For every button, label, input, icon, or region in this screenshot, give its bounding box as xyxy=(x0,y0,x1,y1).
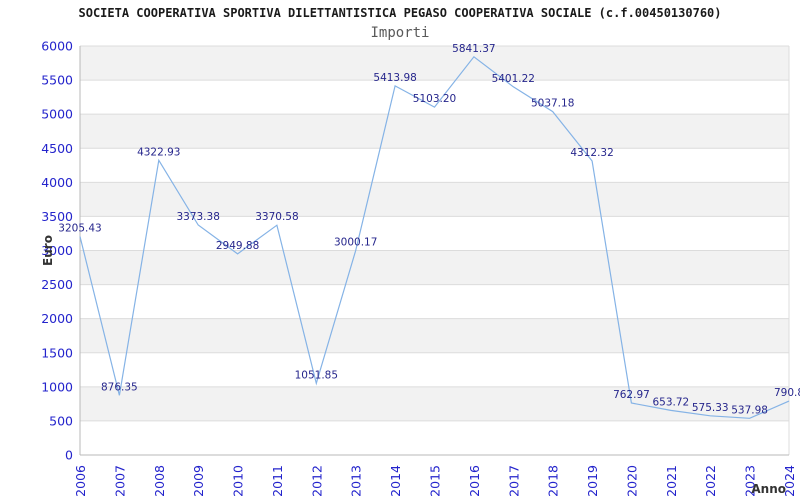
plot-band xyxy=(80,386,789,421)
x-axis-labels: 2006 2007 2008 2009 2010 2011 2012 2013 2014 2015… xyxy=(73,465,797,497)
data-point-label: 790.8 xyxy=(774,387,800,399)
y-tick-label: 0 xyxy=(65,448,73,463)
data-point-label: 3205.43 xyxy=(58,222,101,234)
plot-bands xyxy=(80,46,789,421)
data-point-label: 5413.98 xyxy=(373,72,416,84)
x-tick-label: 2019 xyxy=(585,465,600,497)
data-point-label: 537.98 xyxy=(731,404,768,416)
y-tick-label: 5000 xyxy=(41,107,73,122)
x-tick-label: 2013 xyxy=(349,465,364,497)
x-tick-label: 2020 xyxy=(624,465,639,497)
plot-band xyxy=(80,250,789,285)
y-tick-label: 1000 xyxy=(41,379,73,394)
x-tick-label: 2007 xyxy=(112,465,127,497)
plot-band xyxy=(80,114,789,149)
y-tick-label: 3500 xyxy=(41,209,73,224)
x-tick-label: 2021 xyxy=(664,465,679,497)
data-point-label: 762.97 xyxy=(613,389,650,401)
y-tick-label: 2500 xyxy=(41,277,73,292)
data-point-label: 575.33 xyxy=(692,402,729,414)
data-point-label: 1051.85 xyxy=(295,369,338,381)
y-tick-label: 4500 xyxy=(41,141,73,156)
data-point-label: 3370.58 xyxy=(255,211,298,223)
plot-band xyxy=(80,182,789,217)
y-axis-title: Euro xyxy=(41,235,55,266)
x-tick-label: 2022 xyxy=(703,465,718,497)
x-tick-label: 2017 xyxy=(506,465,521,497)
y-tick-label: 2000 xyxy=(41,311,73,326)
x-tick-label: 2014 xyxy=(388,465,403,497)
data-point-label: 5401.22 xyxy=(492,73,535,85)
x-tick-label: 2011 xyxy=(270,465,285,497)
data-point-label: 5841.37 xyxy=(452,43,495,55)
x-tick-label: 2012 xyxy=(309,465,324,497)
y-tick-label: 3000 xyxy=(41,243,73,258)
x-tick-label: 2015 xyxy=(428,465,443,497)
x-axis-title: Anno xyxy=(751,482,786,496)
y-tick-label: 500 xyxy=(49,413,73,428)
x-tick-label: 2024 xyxy=(782,465,797,497)
data-point-label: 3000.17 xyxy=(334,236,377,248)
data-point-label: 653.72 xyxy=(652,396,689,408)
x-tick-label: 2023 xyxy=(743,465,758,497)
plot-band xyxy=(80,318,789,353)
x-tick-label: 2018 xyxy=(546,465,561,497)
x-tick-label: 2006 xyxy=(73,465,88,497)
data-point-label: 5103.20 xyxy=(413,93,456,105)
data-point-label: 5037.18 xyxy=(531,98,574,110)
data-point-label: 4322.93 xyxy=(137,146,180,158)
y-tick-label: 4000 xyxy=(41,175,73,190)
x-tick-label: 2008 xyxy=(152,465,167,497)
y-tick-label: 1500 xyxy=(41,345,73,360)
data-point-label: 2949.88 xyxy=(216,240,259,252)
chart-title: SOCIETA COOPERATIVA SPORTIVA DILETTANTIS… xyxy=(78,6,722,20)
y-tick-label: 5500 xyxy=(41,73,73,88)
y-tick-label: 6000 xyxy=(41,39,73,54)
data-point-label: 3373.38 xyxy=(176,211,219,223)
x-tick-label: 2009 xyxy=(191,465,206,497)
data-point-label: 876.35 xyxy=(101,381,138,393)
y-axis-labels: 0 500 1000 1500 2000 2500 3000 3500 4000 4500 5000… xyxy=(41,39,73,463)
trend-line xyxy=(79,55,790,419)
data-labels: 3205.43 876.35 4322.93 3373.38 2949.88 3370.5… xyxy=(58,43,800,417)
chart-subtitle: Importi xyxy=(370,25,430,41)
plot-band xyxy=(80,46,789,81)
data-point-label: 4312.32 xyxy=(570,147,613,159)
x-tick-label: 2010 xyxy=(231,465,246,497)
x-tick-label: 2016 xyxy=(467,465,482,497)
